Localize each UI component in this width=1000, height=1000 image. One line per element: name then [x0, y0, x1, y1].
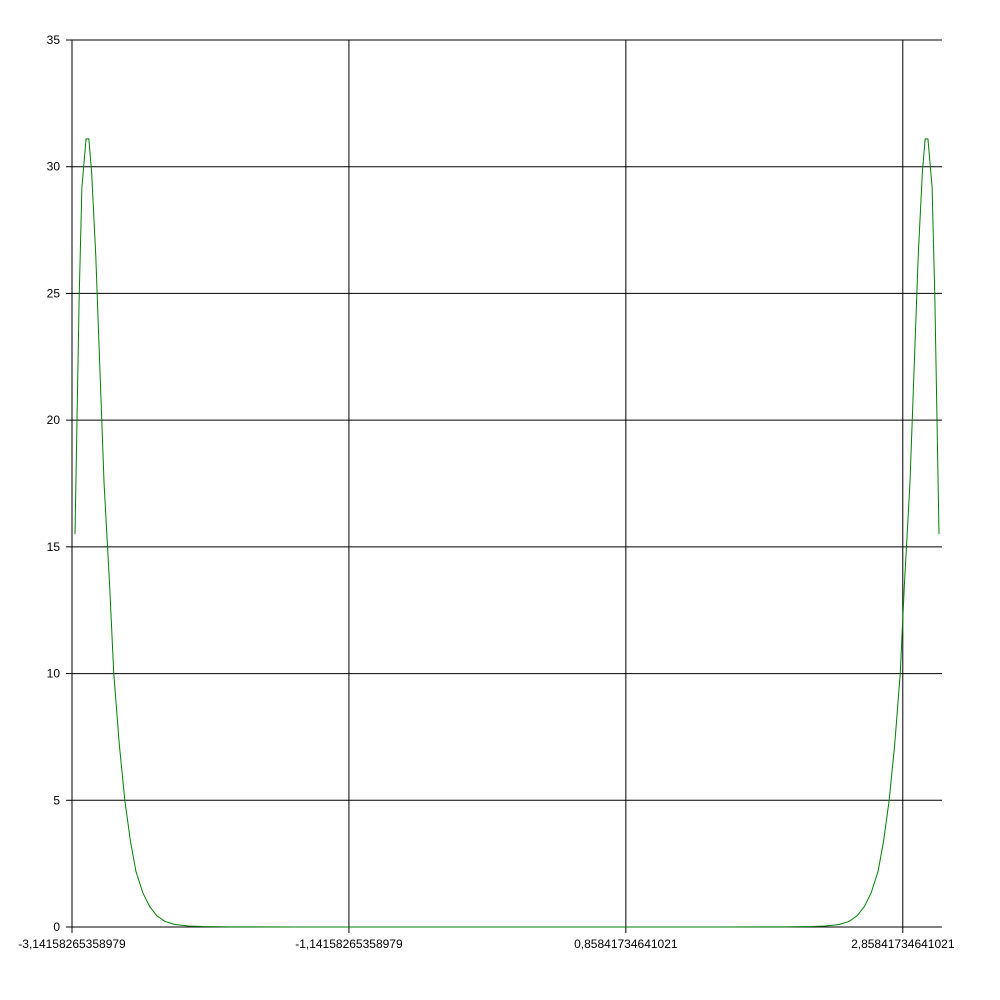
y-tick-label: 30 [47, 160, 61, 174]
y-tick-label: 25 [47, 286, 61, 300]
y-tick-label: 0 [53, 920, 60, 934]
x-tick-label: 2,85841734641021 [851, 937, 955, 951]
tick-labels: 0 5 10 15 20 25 30 35 -3,14158265358979 -1,141582… [18, 33, 955, 951]
y-tick-label: 15 [47, 540, 61, 554]
y-tick-label: 5 [53, 793, 60, 807]
x-tick-label: -1,14158265358979 [295, 937, 403, 951]
x-tick-label: 0,85841734641021 [574, 937, 678, 951]
y-tick-label: 20 [47, 413, 61, 427]
y-tick-label: 35 [47, 33, 61, 47]
x-tick-label: -3,14158265358979 [18, 937, 126, 951]
y-tick-label: 10 [47, 667, 61, 681]
series-line [74, 138, 940, 928]
series-layer [74, 138, 940, 928]
